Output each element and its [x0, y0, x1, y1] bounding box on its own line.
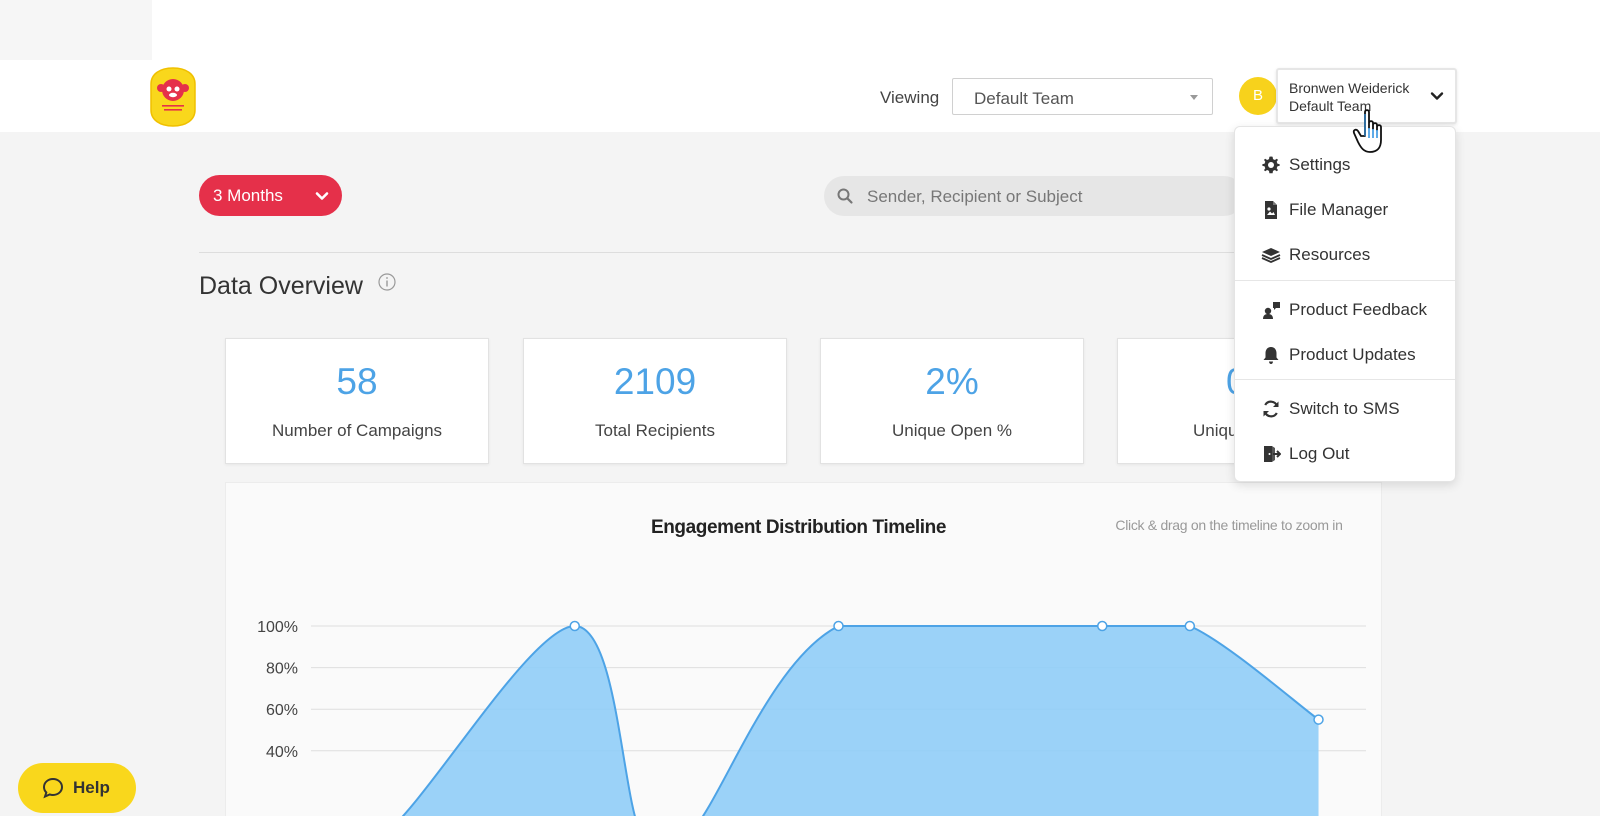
hand-cursor-icon — [1352, 109, 1382, 153]
page-title: Data Overview — [199, 272, 363, 300]
help-button[interactable]: Help — [18, 763, 136, 813]
period-label: 3 Months — [213, 186, 283, 205]
chart-line — [401, 624, 1320, 816]
avatar[interactable]: B — [1239, 77, 1277, 115]
y-tick-label: 60% — [266, 702, 298, 719]
info-icon[interactable] — [377, 272, 397, 292]
caret-down-icon — [1190, 95, 1198, 100]
team-select[interactable]: Default Team — [952, 78, 1213, 115]
stat-value: 2109 — [613, 361, 697, 402]
stat-label: Unique Open % — [891, 421, 1013, 440]
data-point-marker[interactable] — [569, 620, 580, 632]
stat-label: Total Recipients — [594, 421, 715, 440]
menu-item-label: Settings — [1289, 155, 1351, 174]
stat-label: Number of Campaigns — [271, 421, 443, 440]
user-name: Bronwen Weiderick — [1289, 80, 1410, 96]
menu-item-settings[interactable]: Settings — [1235, 145, 1455, 185]
chat-bubble-icon — [42, 777, 64, 799]
sync-icon — [1263, 400, 1279, 418]
section-divider — [199, 252, 1239, 253]
chart-markers — [569, 620, 1324, 725]
menu-divider — [1235, 280, 1455, 281]
search-icon — [837, 188, 853, 204]
chart-area — [403, 626, 1319, 816]
data-point-marker[interactable] — [1184, 620, 1196, 632]
bell-icon — [1263, 347, 1279, 364]
menu-item-switch-sms[interactable]: Switch to SMS — [1235, 389, 1455, 429]
stat-value: 58 — [336, 361, 378, 402]
file-icon — [1265, 201, 1277, 219]
period-dropdown[interactable]: 3 Months — [199, 175, 342, 216]
stat-label: Uniqu — [1193, 421, 1238, 440]
data-point-marker[interactable] — [1313, 714, 1324, 725]
team-select-value: Default Team — [974, 89, 1074, 108]
y-tick-label: 40% — [266, 744, 298, 761]
user-dropdown-menu: Settings File Manager Resources Product … — [1234, 126, 1456, 482]
data-point-marker[interactable] — [1097, 620, 1108, 632]
feedback-icon — [1263, 302, 1280, 319]
stat-value: 2% — [925, 361, 979, 402]
layers-icon — [1261, 248, 1281, 263]
stat-card-recipients: 2109 Total Recipients — [523, 338, 787, 464]
menu-item-product-updates[interactable]: Product Updates — [1235, 335, 1455, 375]
menu-item-log-out[interactable]: Log Out — [1235, 434, 1455, 474]
help-label: Help — [73, 778, 110, 797]
data-point-marker[interactable] — [833, 620, 844, 632]
menu-divider — [1235, 379, 1455, 380]
menu-item-label: Product Updates — [1289, 345, 1416, 364]
chart-title: Engagement Distribution Timeline — [650, 517, 947, 538]
chevron-down-icon — [1430, 92, 1444, 100]
menu-item-product-feedback[interactable]: Product Feedback — [1235, 290, 1455, 330]
user-menu-toggle[interactable]: Bronwen Weiderick Default Team — [1276, 68, 1457, 124]
logout-icon — [1264, 446, 1281, 462]
chart-zoom-hint: Click & drag on the timeline to zoom in — [1115, 517, 1343, 533]
menu-item-resources[interactable]: Resources — [1235, 235, 1455, 275]
engagement-chart[interactable]: 100% 80% 60% 40% — [226, 483, 1383, 816]
y-tick-label: 100% — [257, 619, 298, 636]
y-tick-label: 80% — [266, 661, 298, 678]
user-team: Default Team — [1289, 98, 1372, 114]
chevron-down-icon — [315, 192, 329, 200]
menu-item-label: Resources — [1289, 245, 1371, 264]
brand-logo[interactable] — [148, 66, 198, 128]
menu-item-label: Switch to SMS — [1289, 399, 1400, 418]
search-placeholder: Sender, Recipient or Subject — [867, 187, 1083, 206]
top-strip-shade — [0, 0, 152, 60]
gear-icon — [1262, 156, 1280, 174]
engagement-chart-panel[interactable]: 100% 80% 60% 40% Engagement Distribution Ti… — [225, 482, 1382, 816]
stat-card-open-rate: 2% Unique Open % — [820, 338, 1084, 464]
menu-item-file-manager[interactable]: File Manager — [1235, 190, 1455, 230]
stat-card-campaigns: 58 Number of Campaigns — [225, 338, 489, 464]
viewing-label: Viewing — [880, 88, 940, 107]
search-input[interactable]: Sender, Recipient or Subject — [824, 176, 1244, 216]
menu-item-label: Log Out — [1289, 444, 1350, 463]
menu-item-label: Product Feedback — [1289, 300, 1427, 319]
top-strip — [0, 0, 1600, 60]
menu-item-label: File Manager — [1289, 200, 1389, 219]
y-axis-ticks: 100% 80% 60% 40% — [257, 619, 298, 761]
